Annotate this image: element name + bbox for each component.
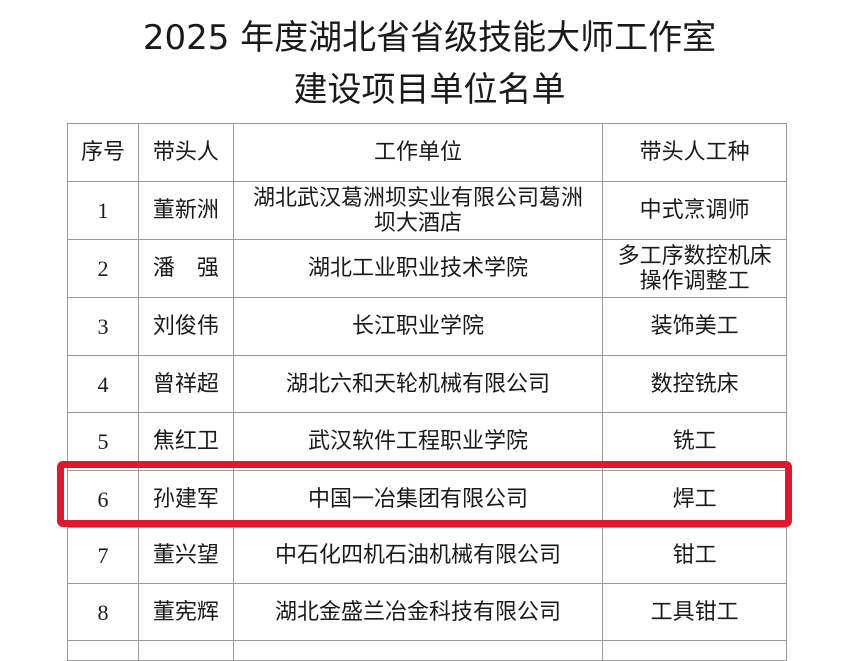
- cell-unit: 中国一冶集团有限公司: [232, 470, 604, 528]
- cell-trade: 多工序数控机床操作调整工: [602, 239, 787, 298]
- table-row: 1 董新洲 湖北武汉葛洲坝实业有限公司葛洲坝大酒店 中式烹调师: [67, 181, 787, 240]
- cell-unit: 湖北六和天轮机械有限公司: [232, 355, 604, 413]
- header-trade: 带头人工种: [602, 123, 787, 182]
- cell-unit: 湖北工业职业技术学院: [232, 239, 604, 298]
- cell-leader: 董新洲: [137, 181, 234, 240]
- cell-unit: 长江职业学院: [232, 297, 604, 356]
- cell-leader: 孙建军: [137, 470, 234, 528]
- cell-unit: 湖北武汉葛洲坝实业有限公司葛洲坝大酒店: [232, 181, 604, 240]
- document-title-line1: 2025 年度湖北省省级技能大师工作室: [142, 18, 717, 58]
- cell-no: 6: [67, 470, 139, 528]
- cell-trade: 钳工: [602, 527, 787, 584]
- header-no: 序号: [67, 123, 139, 182]
- cell-leader: 董宪辉: [137, 583, 234, 641]
- cell-trade: 数控铣床: [602, 355, 787, 413]
- table-header-row: 序号 带头人 工作单位 带头人工种: [67, 123, 787, 182]
- red-highlight-box: [57, 461, 792, 527]
- cell-no: 8: [67, 583, 139, 641]
- table-row: 5 焦红卫 武汉软件工程职业学院 铣工: [67, 412, 787, 471]
- cell-leader: 潘 强: [137, 239, 234, 298]
- cell-unit: 中石化四机石油机械有限公司: [232, 527, 604, 584]
- list-table: 序号 带头人 工作单位 带头人工种 1 董新洲 湖北武汉葛洲坝实业有限公司葛洲坝…: [67, 123, 787, 661]
- cell-no: 1: [67, 181, 139, 240]
- cell-no: 2: [67, 239, 139, 298]
- cell-trade: 中式烹调师: [602, 181, 787, 240]
- cell-leader: 曾祥超: [137, 355, 234, 413]
- cell-trade: 工具钳工: [602, 583, 787, 641]
- cell-leader: 董兴望: [137, 527, 234, 584]
- document-title-line2: 建设项目单位名单: [293, 70, 566, 110]
- table-row: 2 潘 强 湖北工业职业技术学院 多工序数控机床操作调整工: [67, 239, 787, 298]
- cell-leader: 刘俊伟: [137, 297, 234, 356]
- table-row-partial: [67, 640, 787, 661]
- header-unit: 工作单位: [232, 123, 604, 182]
- table-row: 3 刘俊伟 长江职业学院 装饰美工: [67, 297, 787, 356]
- cell-no: 3: [67, 297, 139, 356]
- cell-no: 7: [67, 527, 139, 584]
- header-leader: 带头人: [137, 123, 234, 182]
- cell-trade: 装饰美工: [602, 297, 787, 356]
- table-row: 8 董宪辉 湖北金盛兰冶金科技有限公司 工具钳工: [67, 583, 787, 641]
- cell-unit: 湖北金盛兰冶金科技有限公司: [232, 583, 604, 641]
- table-row: 7 董兴望 中石化四机石油机械有限公司 钳工: [67, 527, 787, 584]
- table-row: 4 曾祥超 湖北六和天轮机械有限公司 数控铣床: [67, 355, 787, 413]
- cell-no: 4: [67, 355, 139, 413]
